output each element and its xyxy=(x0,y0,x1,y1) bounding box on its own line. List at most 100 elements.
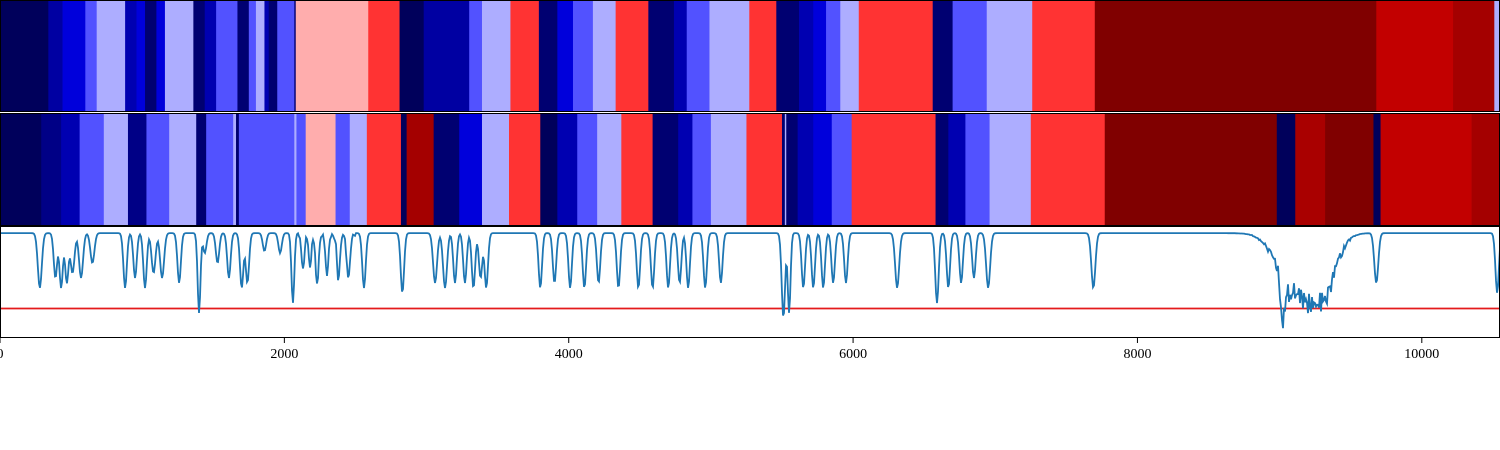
top-strip-segment-46 xyxy=(1032,0,1096,112)
top-strip-segment-10 xyxy=(193,0,206,112)
top-strip-segment-27 xyxy=(538,0,558,112)
middle-strip-segment-46 xyxy=(1030,113,1106,226)
top-strip-segment-36 xyxy=(749,0,777,112)
middle-strip-segment-9 xyxy=(206,113,234,226)
top-strip-segment-21 xyxy=(368,0,400,112)
middle-strip-segment-20 xyxy=(406,113,435,226)
top-strip-segment-38 xyxy=(799,0,814,112)
top-strip-segment-34 xyxy=(686,0,710,112)
x-tick-label-1: 2000 xyxy=(270,347,298,362)
middle-strip-segment-34 xyxy=(746,113,783,226)
middle-strip-segment-16 xyxy=(335,113,351,226)
top-strip-segment-30 xyxy=(592,0,617,112)
top-strip-segment-50 xyxy=(1494,0,1500,112)
top-strip-segment-23 xyxy=(423,0,470,112)
middle-strip-segment-4 xyxy=(103,113,129,226)
top-strip-segment-31 xyxy=(615,0,649,112)
middle-strip-segment-42 xyxy=(935,113,949,226)
middle-strip-segment-25 xyxy=(540,113,558,226)
top-strip-segment-20 xyxy=(295,0,369,112)
top-strip-segment-22 xyxy=(399,0,425,112)
middle-strip-segment-6 xyxy=(146,113,170,226)
top-strip-segment-1 xyxy=(48,0,63,112)
x-tick-label-2: 4000 xyxy=(555,347,583,362)
top-strip-segment-13 xyxy=(237,0,250,112)
data-line-series xyxy=(0,231,1500,329)
middle-strip-segment-7 xyxy=(169,113,197,226)
top-strip-segment-8 xyxy=(156,0,166,112)
top-strip-segment-0 xyxy=(0,0,49,112)
middle-strip-segment-29 xyxy=(621,113,654,226)
line-plot-panel xyxy=(0,231,1500,329)
top-strip-segment-19 xyxy=(294,0,297,112)
middle-strip-segment-18 xyxy=(366,113,402,226)
middle-strip-segment-10 xyxy=(233,113,237,226)
heatmap-strip-middle xyxy=(0,113,1500,226)
middle-strip-segment-3 xyxy=(79,113,105,226)
top-strip-segment-16 xyxy=(264,0,270,112)
middle-strip-segment-35 xyxy=(781,113,786,226)
middle-strip-segment-13 xyxy=(294,113,297,226)
middle-strip-segment-11 xyxy=(236,113,240,226)
middle-strip-segment-12 xyxy=(238,113,295,226)
middle-strip-segment-40 xyxy=(831,113,853,226)
top-strip-segment-4 xyxy=(96,0,126,112)
middle-strip-segment-51 xyxy=(1373,113,1381,226)
middle-strip-segment-50 xyxy=(1325,113,1374,226)
heatmap-strip-top xyxy=(0,0,1500,112)
top-strip-segment-45 xyxy=(986,0,1033,112)
middle-strip-segment-41 xyxy=(851,113,936,226)
middle-strip-segment-48 xyxy=(1276,113,1296,226)
middle-strip-segment-24 xyxy=(509,113,541,226)
middle-strip-segment-33 xyxy=(710,113,747,226)
x-axis: 0 2000 4000 6000 8000 10000 xyxy=(0,338,1439,362)
x-tick-label-0: 0 xyxy=(0,347,4,362)
top-strip-segment-18 xyxy=(277,0,295,112)
middle-strip-segment-5 xyxy=(127,113,147,226)
top-strip-segment-44 xyxy=(952,0,988,112)
middle-strip-segment-21 xyxy=(433,113,460,226)
top-strip-segment-49 xyxy=(1453,0,1495,112)
top-strip-segment-2 xyxy=(62,0,86,112)
middle-strip-segment-39 xyxy=(813,113,833,226)
top-strip-segment-5 xyxy=(125,0,137,112)
top-strip-segment-40 xyxy=(826,0,841,112)
top-strip-segment-25 xyxy=(481,0,511,112)
middle-strip-segment-44 xyxy=(965,113,990,226)
top-strip-segment-35 xyxy=(709,0,750,112)
middle-strip-segment-32 xyxy=(692,113,712,226)
top-strip-segment-39 xyxy=(813,0,827,112)
x-tick-label-4: 8000 xyxy=(1123,347,1151,362)
top-strip-segment-28 xyxy=(557,0,574,112)
middle-strip-segment-43 xyxy=(948,113,966,226)
top-strip-segment-17 xyxy=(268,0,278,112)
top-strip-segment-24 xyxy=(469,0,483,112)
top-strip-segment-37 xyxy=(776,0,800,112)
middle-strip-segment-28 xyxy=(597,113,622,226)
top-strip-segment-43 xyxy=(932,0,954,112)
middle-strip-segment-36 xyxy=(784,113,787,226)
middle-strip-segment-17 xyxy=(349,113,368,226)
top-strip-segment-3 xyxy=(85,0,98,112)
top-strip-segment-41 xyxy=(840,0,860,112)
top-strip-segment-48 xyxy=(1376,0,1454,112)
top-strip-segment-32 xyxy=(648,0,675,112)
middle-strip-segment-47 xyxy=(1104,113,1278,226)
top-strip-segment-11 xyxy=(204,0,217,112)
middle-strip-segment-31 xyxy=(678,113,693,226)
middle-strip-segment-14 xyxy=(296,113,307,226)
x-tick-label-3: 6000 xyxy=(839,347,867,362)
top-strip-segment-12 xyxy=(216,0,238,112)
top-strip-segment-6 xyxy=(136,0,146,112)
top-strip-segment-14 xyxy=(248,0,257,112)
middle-strip-segment-2 xyxy=(61,113,81,226)
middle-strip-segment-22 xyxy=(459,113,483,226)
top-strip-segment-26 xyxy=(510,0,540,112)
middle-strip-segment-37 xyxy=(786,113,799,226)
middle-strip-segment-52 xyxy=(1380,113,1472,226)
middle-strip-segment-1 xyxy=(41,113,62,226)
middle-strip-segment-15 xyxy=(305,113,336,226)
top-strip-segment-7 xyxy=(145,0,157,112)
middle-strip-segment-38 xyxy=(797,113,814,226)
